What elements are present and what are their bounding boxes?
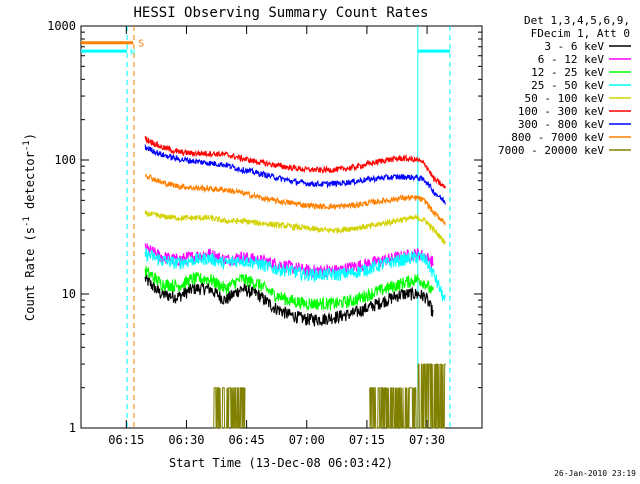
series-line [144, 144, 446, 205]
legend-entry-label: 100 - 300 keV [518, 105, 604, 118]
x-tick-label: 07:15 [349, 433, 385, 447]
series-layer [144, 136, 446, 429]
legend-header: Det 1,3,4,5,6,9, [524, 14, 630, 27]
series-line [144, 265, 434, 312]
axes-layer: 1 10 100 1000 06:15 06:30 06:45 07:00 07:15 07:30 [47, 19, 482, 447]
series-line [144, 136, 446, 189]
legend-entry-label: 50 - 100 keV [525, 92, 605, 105]
chart-title: HESSI Observing Summary Count Rates [133, 5, 428, 21]
legend-entry-label: 300 - 800 keV [518, 118, 604, 131]
y-tick-label: 10 [62, 287, 76, 301]
x-tick-label: 07:30 [409, 433, 445, 447]
generated-timestamp: 26-Jan-2010 23:19 [554, 469, 636, 478]
legend-entry-label: 800 - 7000 keV [511, 131, 604, 144]
orange-flag-label: S [138, 39, 144, 50]
x-tick-label: 06:30 [168, 433, 204, 447]
series-burst [417, 363, 446, 429]
x-tick-label: 06:15 [108, 433, 144, 447]
y-axis-label-sup: -1 [22, 216, 32, 227]
legend: Det 1,3,4,5,6,9,FDecim 1, Att 03 - 6 keV… [498, 14, 631, 157]
y-axis-label: Count Rate (s-1 detector-1) [22, 133, 37, 321]
x-tick-label: 07:00 [289, 433, 325, 447]
y-axis-label-part: ) [23, 133, 37, 140]
saa-flag-label: N [130, 48, 135, 57]
series-line [144, 274, 434, 327]
plot-frame [80, 25, 483, 429]
y-axis-label-sup: -1 [22, 140, 32, 151]
legend-entry-label: 3 - 6 keV [544, 40, 604, 53]
y-tick-label: 1000 [47, 19, 76, 33]
legend-entry-label: 7000 - 20000 keV [498, 144, 604, 157]
x-axis-label: Start Time (13-Dec-08 06:03:42) [169, 456, 393, 470]
series-line [144, 210, 446, 245]
series-line [144, 243, 434, 279]
legend-header: FDecim 1, Att 0 [531, 27, 630, 40]
y-axis-label-part: detector [23, 151, 37, 216]
y-axis-label-part: Count Rate (s [23, 227, 37, 321]
series-burst [369, 387, 418, 429]
x-tick-label: 06:45 [229, 433, 265, 447]
series-line [144, 246, 446, 302]
legend-entry-label: 6 - 12 keV [538, 53, 605, 66]
series-burst [213, 387, 246, 429]
series-line [145, 172, 446, 227]
y-tick-label: 1 [69, 421, 76, 435]
legend-entry-label: 12 - 25 keV [531, 66, 604, 79]
flags-layer: SN [81, 26, 451, 428]
legend-entry-label: 25 - 50 keV [531, 79, 604, 92]
y-tick-label: 100 [54, 153, 76, 167]
